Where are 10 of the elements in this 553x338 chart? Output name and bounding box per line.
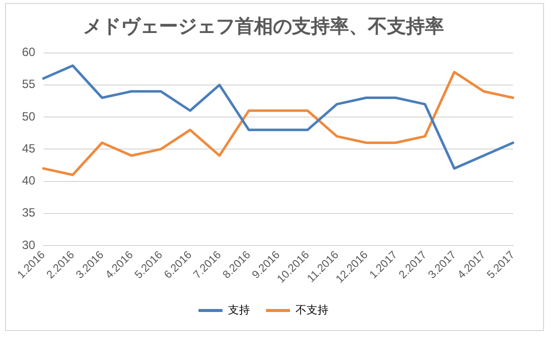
- y-tick-label: 40: [22, 174, 36, 188]
- legend-label: 支持: [228, 303, 250, 316]
- legend-label: 不支持: [296, 303, 328, 316]
- y-tick-label: 55: [22, 77, 36, 92]
- y-tick-label: 60: [22, 45, 36, 60]
- y-tick-label: 50: [22, 109, 36, 124]
- chart-title: メドヴェージェフ首相の支持率、不支持率: [83, 15, 444, 38]
- y-tick-label: 30: [22, 238, 36, 252]
- y-tick-label: 45: [22, 141, 36, 156]
- y-tick-label: 35: [22, 206, 36, 220]
